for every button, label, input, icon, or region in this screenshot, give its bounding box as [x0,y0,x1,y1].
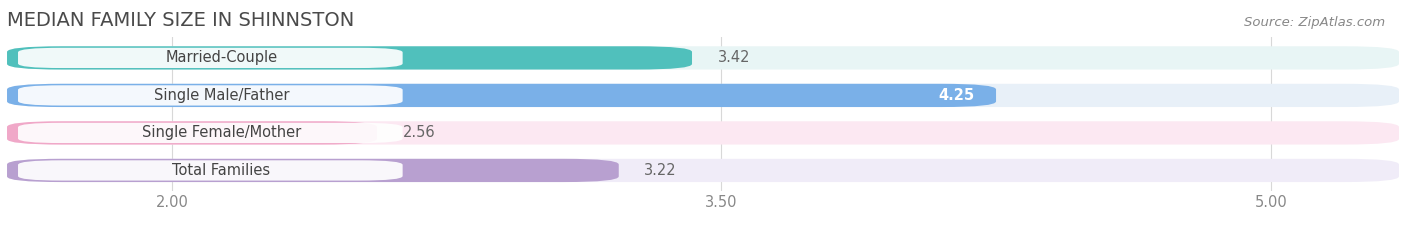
FancyBboxPatch shape [7,121,1399,144]
FancyBboxPatch shape [7,46,1399,69]
FancyBboxPatch shape [7,84,1399,107]
FancyBboxPatch shape [18,48,402,68]
FancyBboxPatch shape [18,123,402,143]
FancyBboxPatch shape [7,84,995,107]
Text: Single Male/Father: Single Male/Father [153,88,290,103]
Text: MEDIAN FAMILY SIZE IN SHINNSTON: MEDIAN FAMILY SIZE IN SHINNSTON [7,11,354,30]
FancyBboxPatch shape [7,46,692,69]
FancyBboxPatch shape [7,159,619,182]
Text: Single Female/Mother: Single Female/Mother [142,125,301,140]
FancyBboxPatch shape [18,160,402,181]
FancyBboxPatch shape [7,159,1399,182]
Text: Married-Couple: Married-Couple [166,50,277,65]
Text: 4.25: 4.25 [938,88,974,103]
Text: 3.42: 3.42 [717,50,751,65]
Text: 2.56: 2.56 [402,125,436,140]
Text: 3.22: 3.22 [644,163,678,178]
Text: Total Families: Total Families [173,163,270,178]
FancyBboxPatch shape [18,85,402,106]
Text: Source: ZipAtlas.com: Source: ZipAtlas.com [1244,16,1385,29]
FancyBboxPatch shape [7,121,377,144]
